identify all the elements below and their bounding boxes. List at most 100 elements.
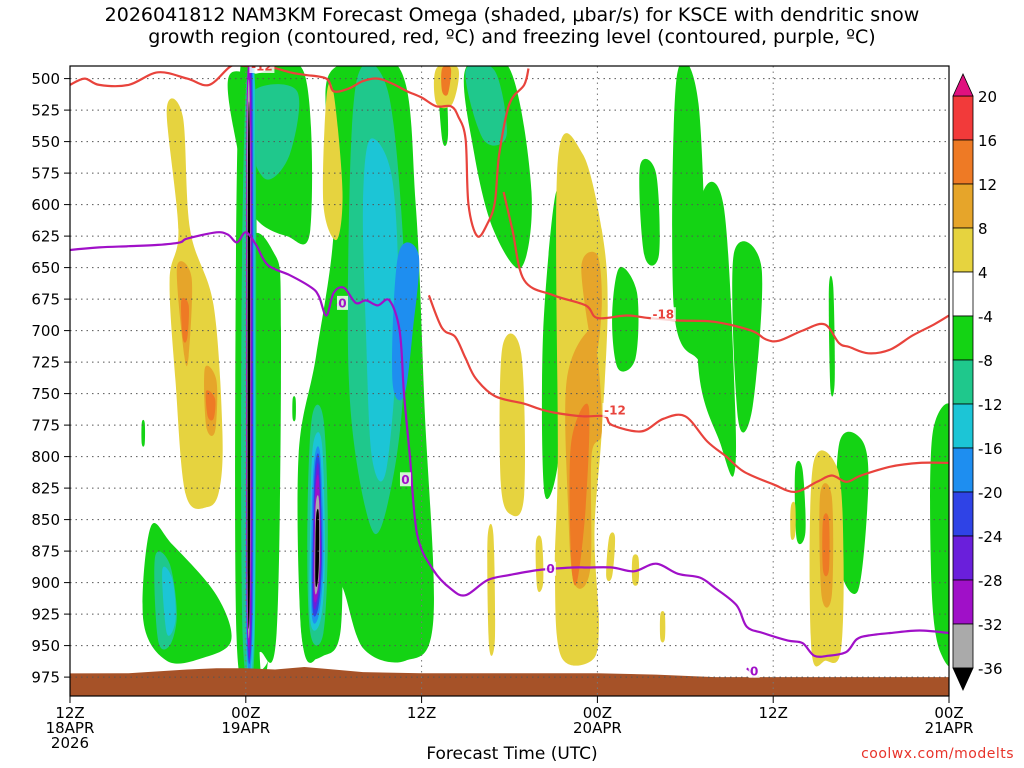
contour-label-bg bbox=[748, 663, 760, 678]
colorbar-band bbox=[952, 491, 974, 537]
omega-region-45 bbox=[141, 419, 146, 447]
x-tick-label: 00Z bbox=[231, 704, 260, 722]
colorbar: 20 16 12 8 4 -4 -8 -12 -16 -20 -24 -28 -32 -36 bbox=[952, 73, 1003, 691]
colorbar-tick-label: 12 bbox=[978, 176, 997, 194]
y-tick-label: 725 bbox=[31, 354, 60, 372]
omega-region-40 bbox=[790, 501, 796, 540]
contour-label-bg bbox=[399, 472, 411, 487]
colorbar-tick-label: -4 bbox=[978, 308, 993, 326]
terrain-fill bbox=[70, 667, 949, 696]
x-tick-label: 18APR bbox=[46, 719, 95, 737]
omega-shading bbox=[141, 66, 949, 692]
y-tick-label: 975 bbox=[31, 669, 60, 687]
colorbar-band bbox=[952, 227, 974, 273]
contour-label: 0 bbox=[338, 296, 346, 310]
colorbar-tick-label: -24 bbox=[978, 528, 1003, 546]
x-tick-label: 12Z bbox=[407, 704, 436, 722]
omega-region-6 bbox=[392, 242, 420, 401]
y-tick-label: 500 bbox=[31, 70, 60, 88]
y-axis-ticks: 500 525 550 575 600 625 650 675 700 725 750 775 800 8… bbox=[31, 70, 70, 687]
y-tick-label: 825 bbox=[31, 480, 60, 498]
y-tick-label: 850 bbox=[31, 511, 60, 529]
colorbar-tick-label: -20 bbox=[978, 484, 1003, 502]
y-tick-label: 625 bbox=[31, 228, 60, 246]
grid-lines bbox=[70, 66, 949, 696]
contour-label: 0 bbox=[401, 473, 409, 487]
y-tick-label: 775 bbox=[31, 417, 60, 435]
x-tick-label: 19APR bbox=[221, 719, 270, 737]
omega-region-43 bbox=[822, 513, 830, 577]
contour-line-1 bbox=[427, 294, 949, 494]
contour-label: -12 bbox=[604, 403, 626, 417]
terrain-surface bbox=[70, 667, 949, 696]
y-tick-label: 675 bbox=[31, 291, 60, 309]
omega-region-15 bbox=[732, 241, 763, 433]
omega-region-2 bbox=[246, 84, 300, 180]
omega-region-44 bbox=[659, 610, 666, 643]
y-tick-label: 550 bbox=[31, 133, 60, 151]
colorbar-band bbox=[952, 315, 974, 361]
colorbar-band bbox=[952, 95, 974, 141]
omega-region-35 bbox=[581, 251, 602, 357]
omega-region-46 bbox=[292, 396, 296, 422]
contour-label-bg bbox=[336, 295, 348, 310]
y-tick-label: 875 bbox=[31, 543, 60, 561]
colorbar-band bbox=[952, 359, 974, 405]
colorbar-band bbox=[952, 271, 974, 317]
colorbar-tick-label: -36 bbox=[978, 660, 1003, 678]
colorbar-band bbox=[952, 535, 974, 581]
colorbar-band bbox=[952, 447, 974, 493]
omega-region-17 bbox=[828, 275, 835, 397]
y-tick-label: 650 bbox=[31, 259, 60, 277]
omega-region-22 bbox=[162, 566, 176, 636]
contour-label-bg bbox=[650, 307, 676, 322]
omega-region-12 bbox=[639, 158, 660, 266]
contour-line-3 bbox=[70, 231, 949, 658]
contour-line-0 bbox=[70, 66, 530, 238]
omega-region-31 bbox=[499, 333, 526, 517]
colorbar-band bbox=[952, 623, 974, 669]
x-tick-label: 12Z bbox=[55, 704, 84, 722]
colorbar-tick-label: -28 bbox=[978, 572, 1003, 590]
omega-region-16 bbox=[794, 460, 806, 545]
colorbar-tick-label: -32 bbox=[978, 616, 1003, 634]
omega-region-38 bbox=[606, 532, 616, 582]
colorbar-tick-label: 20 bbox=[978, 88, 997, 106]
y-tick-label: 800 bbox=[31, 448, 60, 466]
x-tick-label: 12Z bbox=[759, 704, 788, 722]
contour-label: 0 bbox=[750, 664, 758, 678]
y-tick-label: 700 bbox=[31, 322, 60, 340]
omega-region-37 bbox=[535, 535, 544, 593]
omega-region-36 bbox=[487, 523, 496, 656]
colorbar-band bbox=[952, 579, 974, 625]
colorbar-tick-label: -8 bbox=[978, 352, 993, 370]
omega-region-64 bbox=[315, 508, 320, 588]
colorbar-tick-label: -16 bbox=[978, 440, 1003, 458]
omega-region-9 bbox=[465, 66, 507, 146]
contour-line-2 bbox=[502, 191, 949, 355]
y-tick-label: 750 bbox=[31, 385, 60, 403]
y-tick-label: 525 bbox=[31, 102, 60, 120]
omega-region-55 bbox=[247, 101, 251, 630]
omega-region-23 bbox=[166, 98, 223, 509]
y-tick-label: 925 bbox=[31, 606, 60, 624]
plot-frame bbox=[69, 65, 950, 697]
x-tick-label: 21APR bbox=[925, 719, 974, 737]
omega-region-30 bbox=[441, 66, 452, 96]
colorbar-tick-label: 4 bbox=[978, 264, 988, 282]
colorbar-tick-label: -12 bbox=[978, 396, 1003, 414]
colorbar-bottom-arrow bbox=[952, 667, 974, 691]
chart-title-line-1: 2026041812 NAM3KM Forecast Omega (shaded… bbox=[104, 4, 920, 26]
colorbar-band bbox=[952, 183, 974, 229]
colorbar-top-arrow bbox=[952, 73, 974, 97]
omega-region-34 bbox=[569, 403, 590, 586]
omega-region-28 bbox=[322, 82, 343, 241]
y-tick-label: 600 bbox=[31, 196, 60, 214]
omega-region-11 bbox=[612, 266, 639, 372]
y-tick-label: 950 bbox=[31, 637, 60, 655]
x-tick-label: 20APR bbox=[573, 719, 622, 737]
y-tick-label: 900 bbox=[31, 574, 60, 592]
omega-region-27 bbox=[205, 390, 216, 421]
